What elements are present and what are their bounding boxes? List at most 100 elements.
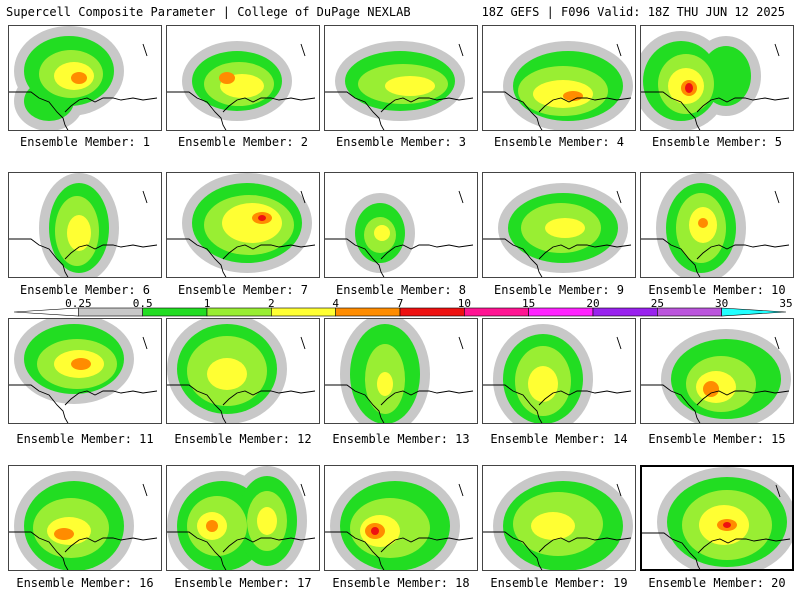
member-label: Ensemble Member: 8 (335, 283, 467, 297)
member-panel-19[interactable] (482, 465, 636, 571)
scp-contour (703, 381, 719, 397)
colorbar-tick-label: 30 (715, 297, 729, 310)
member-map (483, 324, 632, 423)
scp-contour (701, 46, 751, 106)
member-panel-15[interactable] (640, 318, 794, 424)
lake-outline (616, 190, 622, 204)
member-panel-16[interactable] (8, 465, 162, 571)
member-panel-7[interactable] (166, 172, 320, 278)
lake-outline (616, 43, 622, 57)
coastline (641, 238, 790, 277)
scp-contour (71, 72, 87, 84)
member-panel-20[interactable] (640, 465, 794, 571)
colorbar-tick-label: 4 (332, 297, 339, 310)
member-label: Ensemble Member: 6 (19, 283, 151, 297)
member-label: Ensemble Member: 11 (16, 432, 154, 446)
member-panel-10[interactable] (640, 172, 794, 278)
lake-outline (300, 483, 306, 497)
member-map (641, 173, 790, 277)
lake-outline (775, 484, 781, 498)
scp-contour (377, 372, 393, 396)
member-panel-6[interactable] (8, 172, 162, 278)
scp-contour (67, 215, 91, 251)
member-panel-2[interactable] (166, 25, 320, 131)
member-map (9, 319, 158, 423)
colorbar-segment (657, 307, 722, 317)
colorbar-tick-label: 20 (586, 297, 600, 310)
scp-contour (563, 91, 583, 101)
member-label: Ensemble Member: 1 (19, 135, 151, 149)
member-panel-18[interactable] (324, 465, 478, 571)
coastline (483, 91, 632, 130)
lake-outline (142, 336, 148, 350)
scp-contour (219, 72, 235, 84)
coastline (325, 384, 474, 423)
member-panel-13[interactable] (324, 318, 478, 424)
coastline (167, 91, 316, 130)
member-map (167, 466, 316, 570)
scp-contour (54, 528, 74, 540)
colorbar-segment (399, 307, 465, 317)
member-map (9, 173, 158, 277)
member-map (167, 319, 316, 423)
scp-contour (685, 83, 693, 93)
scp-contour (528, 366, 558, 402)
coastline (9, 238, 158, 277)
member-label: Ensemble Member: 5 (651, 135, 783, 149)
member-map (483, 41, 633, 130)
coastline (483, 238, 632, 277)
member-label: Ensemble Member: 12 (174, 432, 312, 446)
coastline (325, 238, 474, 277)
member-label: Ensemble Member: 20 (648, 576, 786, 590)
colorbar-tick-label: 7 (396, 297, 404, 310)
scp-contour (723, 522, 731, 528)
lake-outline (616, 336, 622, 350)
scp-contour (531, 512, 575, 540)
colorbar (13, 307, 787, 317)
member-label: Ensemble Member: 2 (177, 135, 309, 149)
coastline (9, 91, 158, 130)
member-label: Ensemble Member: 14 (490, 432, 628, 446)
member-map (9, 471, 158, 570)
member-map (641, 31, 790, 130)
lake-outline (774, 43, 780, 57)
member-panel-8[interactable] (324, 172, 478, 278)
member-map (167, 41, 316, 130)
colorbar-segment (721, 307, 787, 317)
member-panel-3[interactable] (324, 25, 478, 131)
member-panel-17[interactable] (166, 465, 320, 571)
coastline (483, 384, 632, 423)
lake-outline (300, 190, 306, 204)
colorbar-tick-label: 0.25 (65, 297, 92, 310)
colorbar-segment (206, 307, 272, 317)
member-panel-1[interactable] (8, 25, 162, 131)
coastline (9, 384, 158, 423)
coastline (483, 531, 632, 570)
colorbar-segment (464, 307, 529, 317)
colorbar-tick-label: 2 (268, 297, 275, 310)
colorbar-segment (528, 307, 594, 317)
scp-contour (258, 215, 266, 221)
member-panel-12[interactable] (166, 318, 320, 424)
member-panel-4[interactable] (482, 25, 636, 131)
scp-contour (207, 358, 247, 390)
scp-contour (385, 76, 435, 96)
member-panel-14[interactable] (482, 318, 636, 424)
member-panel-9[interactable] (482, 172, 636, 278)
member-label: Ensemble Member: 9 (493, 283, 625, 297)
coastline (167, 384, 316, 423)
lake-outline (458, 190, 464, 204)
member-map (167, 173, 316, 277)
member-panel-11[interactable] (8, 318, 162, 424)
member-map (642, 467, 792, 569)
scp-contour (71, 358, 91, 370)
lake-outline (142, 43, 148, 57)
member-label: Ensemble Member: 17 (174, 576, 312, 590)
colorbar-tick-label: 35 (779, 297, 793, 310)
colorbar-segment (271, 307, 336, 317)
member-label: Ensemble Member: 7 (177, 283, 309, 297)
colorbar-tick-label: 15 (522, 297, 536, 310)
member-panel-5[interactable] (640, 25, 794, 131)
scp-contour (698, 218, 708, 228)
lake-outline (458, 336, 464, 350)
